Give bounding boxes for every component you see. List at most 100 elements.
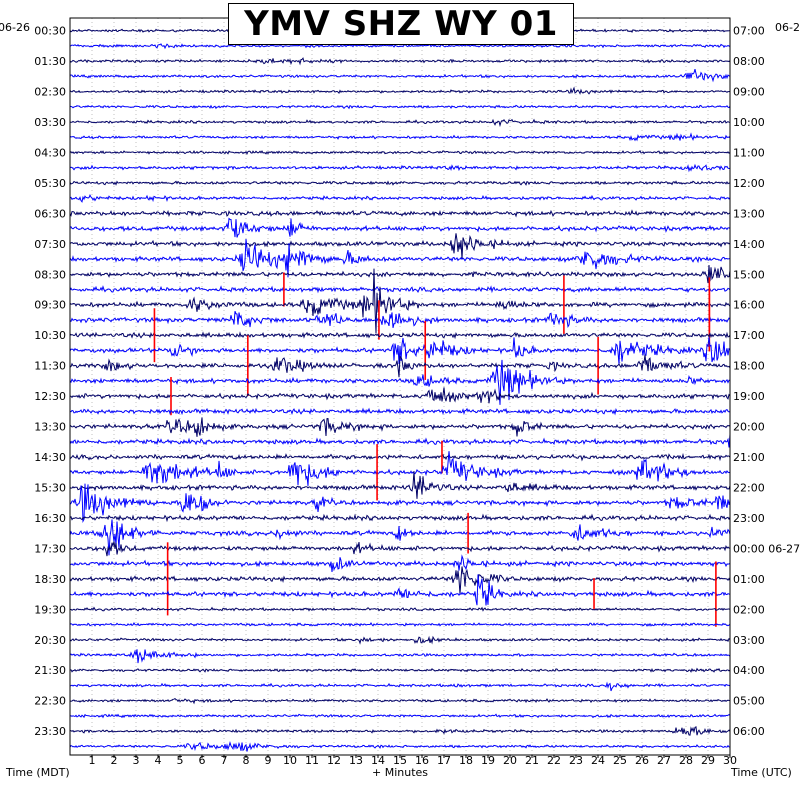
left-hour-label: 03:30 — [34, 116, 66, 129]
left-hour-label: 13:30 — [34, 421, 66, 434]
right-hour-labels: 07:00 08:00 09:00 10:00 11:00 12:00 13:00 14:00… — [733, 25, 800, 739]
trace-line — [69, 233, 731, 260]
chart-title: YMV SHZ WY 01 — [244, 4, 558, 44]
left-hour-label: 12:30 — [34, 390, 66, 403]
left-hour-label: 07:30 — [34, 238, 66, 251]
trace-line — [69, 68, 731, 83]
right-hour-label: 12:00 — [733, 177, 765, 190]
x-tick-label: 27 — [657, 754, 671, 767]
x-tick-label: 20 — [503, 754, 517, 767]
right-date-label: 06-27 — [775, 21, 800, 34]
right-hour-label: 01:00 — [733, 573, 765, 586]
trace-line — [69, 407, 731, 416]
right-hour-label: 08:00 — [733, 55, 765, 68]
right-hour-label: 15:00 — [733, 268, 765, 281]
trace-line — [70, 387, 731, 404]
left-axis-label: Time (MDT) — [5, 766, 70, 779]
x-tick-label: 30 — [723, 754, 737, 767]
seismic-traces — [69, 26, 731, 752]
x-tick-label: 13 — [349, 754, 363, 767]
trace-line — [69, 635, 731, 645]
x-tick-label: 16 — [415, 754, 429, 767]
left-hour-label: 22:30 — [34, 695, 66, 708]
trace-line — [69, 331, 731, 340]
left-hour-label: 04:30 — [34, 146, 66, 159]
left-hour-label: 09:30 — [34, 299, 66, 312]
right-hour-label: 19:00 — [733, 390, 765, 403]
x-tick-label: 29 — [701, 754, 715, 767]
left-hour-label: 00:30 — [34, 25, 66, 38]
trace-line — [69, 452, 731, 462]
left-hour-label: 05:30 — [34, 177, 66, 190]
left-hour-label: 19:30 — [34, 603, 66, 616]
right-hour-label: 20:00 — [733, 421, 765, 434]
right-hour-label: 10:00 — [733, 116, 765, 129]
trace-line — [69, 606, 731, 612]
left-hour-label: 08:30 — [34, 268, 66, 281]
trace-line — [69, 311, 731, 329]
trace-line — [69, 264, 731, 284]
trace-line — [69, 209, 731, 218]
x-tick-label: 26 — [635, 754, 649, 767]
right-hour-label: 05:00 — [733, 695, 765, 708]
trace-line — [69, 359, 730, 405]
x-tick-label: 9 — [265, 754, 272, 767]
right-hour-label: 03:00 — [733, 634, 765, 647]
right-hour-label: 00:00 06-27 — [733, 542, 800, 555]
trace-line — [69, 649, 731, 664]
x-tick-label: 12 — [327, 754, 341, 767]
left-hour-label: 11:30 — [34, 360, 66, 373]
left-hour-labels: 00:30 01:30 02:30 03:30 04:30 05:30 06:30 07:30… — [34, 25, 66, 739]
trace-line — [70, 118, 731, 128]
left-hour-label: 21:30 — [34, 664, 66, 677]
trace-line — [69, 163, 731, 173]
trace-line — [69, 132, 731, 142]
x-tick-label: 19 — [481, 754, 495, 767]
left-hour-label: 06:30 — [34, 207, 66, 220]
left-hour-label: 18:30 — [34, 573, 66, 586]
trace-line — [69, 417, 731, 437]
x-tick-label: 18 — [459, 754, 473, 767]
x-tick-label: 14 — [371, 754, 385, 767]
right-hour-label: 11:00 — [733, 146, 765, 159]
trace-line — [69, 57, 731, 66]
left-hour-label: 23:30 — [34, 725, 66, 738]
trace-line — [69, 149, 731, 155]
right-hour-label: 09:00 — [733, 86, 765, 99]
right-hour-label: 22:00 — [733, 481, 765, 494]
trace-line — [69, 471, 731, 499]
left-hour-label: 17:30 — [34, 542, 66, 555]
right-hour-label: 13:00 — [733, 207, 765, 220]
left-hour-label: 15:30 — [34, 481, 66, 494]
left-hour-label: 02:30 — [34, 86, 66, 99]
x-tick-label: 15 — [393, 754, 407, 767]
trace-line — [69, 554, 731, 573]
right-hour-label: 18:00 — [733, 360, 765, 373]
x-tick-label: 17 — [437, 754, 451, 767]
x-tick-label: 2 — [111, 754, 118, 767]
left-date-label: 06-26 — [0, 21, 30, 34]
trace-line — [69, 268, 731, 334]
left-hour-label: 01:30 — [34, 55, 66, 68]
x-tick-label: 8 — [243, 754, 250, 767]
trace-line — [69, 354, 731, 378]
right-hour-label: 14:00 — [733, 238, 765, 251]
trace-line — [69, 483, 731, 524]
trace-line — [69, 194, 731, 203]
trace-line — [69, 336, 731, 365]
trace-line — [69, 681, 731, 692]
x-tick-label: 3 — [133, 754, 140, 767]
trace-line — [69, 697, 731, 705]
trace-line — [69, 217, 731, 238]
right-hour-label: 07:00 — [733, 25, 765, 38]
trace-line — [69, 519, 731, 556]
right-hour-label: 21:00 — [733, 451, 765, 464]
x-tick-label: 11 — [305, 754, 319, 767]
trace-line — [69, 104, 731, 110]
chart-title-box: YMV SHZ WY 01 — [228, 3, 574, 45]
trace-line — [69, 541, 731, 557]
x-axis-label: + Minutes — [372, 766, 428, 779]
left-hour-label: 20:30 — [34, 634, 66, 647]
right-hour-label: 06:00 — [733, 725, 765, 738]
